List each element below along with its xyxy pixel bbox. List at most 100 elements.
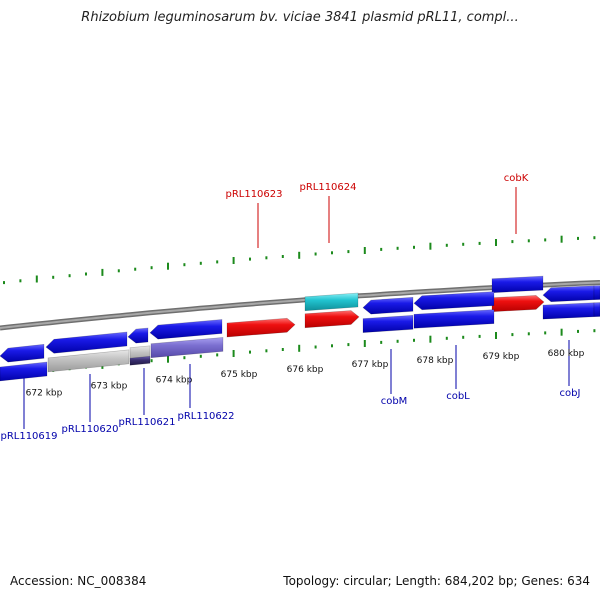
outer-tick: [134, 267, 137, 271]
gene-label-pRL110624: pRL110624: [299, 182, 356, 193]
inner-tick: [429, 335, 432, 343]
scale-labels: 672 kbp 673 kbp 674 kbp 675 kbp 676 kbp 677 k…: [26, 349, 585, 398]
gene-cobL: [413, 309, 495, 329]
scale-label: 672 kbp: [26, 388, 63, 398]
gene-reverse: [413, 291, 495, 311]
inner-tick: [150, 359, 153, 363]
inner-tick: [298, 344, 301, 352]
outer-tick-marks: [3, 235, 596, 285]
inner-tick: [445, 336, 448, 340]
outer-tick: [413, 245, 415, 249]
scale-label: 679 kbp: [483, 352, 520, 362]
outer-tick: [183, 263, 186, 267]
scale-label: 674 kbp: [156, 376, 193, 386]
outer-tick: [495, 239, 497, 246]
inner-tick: [314, 345, 317, 349]
inner-tick: [265, 349, 268, 353]
outer-tick: [314, 252, 317, 256]
outer-tick: [150, 266, 153, 270]
outer-tick: [511, 240, 514, 244]
gene-label-cobK: cobK: [504, 173, 529, 184]
inner-tick: [199, 354, 202, 358]
outer-tick: [232, 257, 235, 264]
gene-reverse: [45, 331, 128, 354]
gene-label-pRL110623: pRL110623: [225, 189, 282, 200]
inner-tick: [544, 331, 547, 335]
gene-cobJ: [542, 302, 595, 320]
scale-label: 675 kbp: [221, 370, 258, 380]
gene-reverse: [593, 302, 600, 318]
gene-reverse: [362, 296, 414, 315]
inner-tick: [281, 348, 284, 351]
inner-tick: [527, 332, 530, 336]
outer-tick: [249, 257, 251, 261]
outer-tick: [527, 239, 530, 243]
outer-tick: [281, 255, 284, 258]
gene-pRL110621: [129, 355, 151, 366]
outer-tick: [380, 247, 383, 251]
outer-tick: [331, 251, 333, 255]
inner-tick: [183, 356, 186, 360]
outer-tick: [544, 238, 547, 242]
outer-tick: [265, 256, 268, 260]
gene-reverse: [0, 343, 45, 363]
outer-tick: [396, 246, 399, 250]
inner-tick: [495, 332, 497, 339]
gene-label-pRL110619: pRL110619: [0, 431, 57, 442]
outer-tick: [298, 251, 301, 259]
gene-forward-blue: [491, 275, 544, 294]
gene-pRL110623: [226, 317, 296, 338]
genome-summary-text: Topology: circular; Length: 684,202 bp; …: [283, 574, 590, 588]
outer-tick: [478, 241, 481, 245]
outer-tick: [577, 236, 579, 240]
gene-forward-cyan: [304, 292, 359, 312]
inner-tick: [216, 353, 219, 357]
inner-tick: [363, 340, 366, 347]
inner-tick: [560, 328, 563, 336]
gene-reverse: [542, 285, 595, 303]
label-leader-lines: [23, 187, 570, 429]
outer-tick: [19, 279, 22, 283]
inner-tick: [577, 329, 579, 333]
inner-tick-marks: [3, 328, 596, 378]
outer-tick: [101, 268, 104, 276]
gene-pRL110619: [0, 361, 48, 382]
outer-tick: [560, 235, 563, 243]
gene-label-cobJ: cobJ: [560, 388, 581, 399]
scale-label: 677 kbp: [352, 360, 389, 370]
outer-tick: [85, 272, 87, 276]
outer-tick: [363, 247, 366, 254]
gene-cobK: [491, 295, 545, 313]
gene-label-pRL110622: pRL110622: [177, 411, 234, 422]
outer-tick: [445, 243, 448, 247]
inner-tick: [331, 344, 333, 348]
gene-reverse: [149, 319, 223, 340]
inner-tick: [347, 343, 350, 347]
inner-tick: [511, 333, 514, 337]
outer-tick: [216, 260, 219, 264]
gene-pRL110624: [304, 310, 360, 329]
scale-label: 680 kbp: [548, 349, 585, 359]
inner-tick: [462, 335, 465, 339]
inner-tick: [232, 350, 235, 357]
outer-tick: [167, 262, 169, 270]
inner-tick: [478, 334, 481, 338]
gene-pRL110620: [47, 349, 130, 373]
outer-tick: [347, 250, 350, 254]
accession-text: Accession: NC_008384: [10, 574, 147, 588]
inner-tick: [249, 350, 251, 354]
gene-label-cobM: cobM: [381, 396, 408, 407]
gene-features: [0, 275, 600, 382]
gene-label-cobL: cobL: [446, 391, 470, 402]
inner-tick: [396, 339, 399, 343]
outer-tick: [593, 236, 596, 240]
outer-tick: [117, 269, 120, 273]
inner-tick: [413, 338, 415, 342]
scale-label: 676 kbp: [287, 365, 324, 375]
gene-reverse: [127, 327, 149, 344]
gene-labels: pRL110623 pRL110624 cobK pRL110619 pRL110620…: [0, 173, 580, 442]
gene-pRL110622: [150, 337, 224, 359]
scale-label: 678 kbp: [417, 356, 454, 366]
gene-cobM: [362, 314, 414, 333]
outer-tick: [429, 242, 432, 250]
